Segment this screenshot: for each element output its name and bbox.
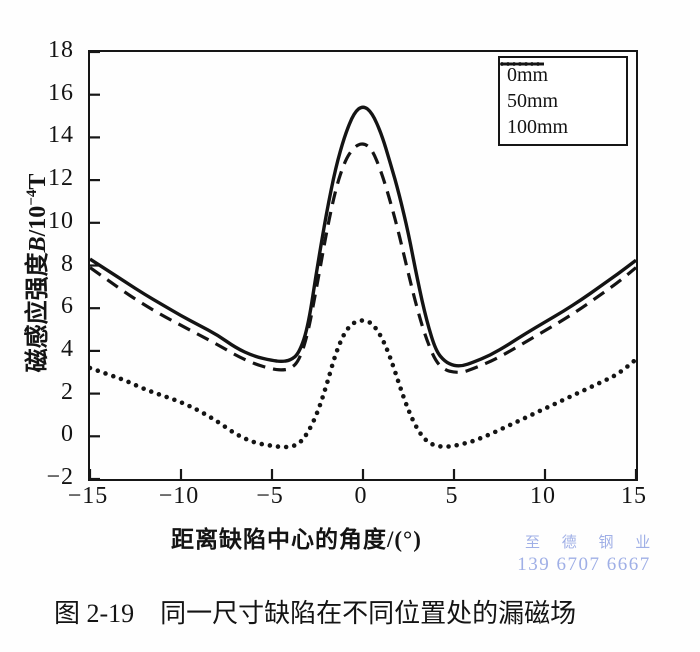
chart-svg <box>90 52 636 479</box>
x-tick-label: −10 <box>158 483 200 509</box>
y-tick-label: 4 <box>61 335 74 362</box>
y-tick-label: 14 <box>48 122 74 149</box>
x-tick-label: 5 <box>445 483 459 509</box>
legend-label: 0mm <box>507 64 549 86</box>
legend: 0mm 50mm 100mm <box>498 56 628 146</box>
x-axis-label: 距离缺陷中心的角度/(°) <box>171 527 422 552</box>
y-tick-label: 0 <box>61 421 74 448</box>
curve-50mm <box>90 142 636 374</box>
y-tick-label: 2 <box>61 378 74 405</box>
y-tick-labels: −2 0 2 4 6 8 10 12 14 16 18 <box>0 37 82 490</box>
y-tick-label: 8 <box>61 250 74 277</box>
x-tick-label: −5 <box>256 483 284 509</box>
x-tick-label: 15 <box>621 483 647 509</box>
caption-number: 图 2-19 <box>54 599 135 628</box>
watermark-company: 至 德 钢 业 <box>525 535 660 551</box>
curve-0mm <box>90 105 636 368</box>
x-tick-label: −15 <box>67 483 109 509</box>
x-tick-labels: −15 −10 −5 0 5 10 15 <box>68 481 646 513</box>
y-tick-label: 10 <box>48 207 74 234</box>
y-tick-label: 6 <box>61 293 74 320</box>
y-tick-label: 16 <box>48 79 74 106</box>
y-tick-label: −2 <box>46 464 74 490</box>
figure-caption: 图 2-19 同一尺寸缺陷在不同位置处的漏磁场 <box>54 593 576 630</box>
watermark-phone: 139 6707 6667 <box>517 554 651 575</box>
y-tick-label: 18 <box>48 37 74 63</box>
legend-swatch-dotted-line <box>500 62 546 66</box>
legend-label: 50mm <box>507 90 559 112</box>
plot-area: 0mm 50mm 100mm <box>88 50 638 481</box>
watermark: 至 德 钢 业 139 6707 6667 <box>516 531 652 576</box>
caption-title: 同一尺寸缺陷在不同位置处的漏磁场 <box>160 599 577 628</box>
y-tick-label: 12 <box>48 165 74 192</box>
legend-label: 100mm <box>507 116 569 138</box>
x-tick-label: 10 <box>530 483 556 509</box>
x-tick-label: 0 <box>354 483 368 509</box>
legend-item-100mm: 100mm <box>500 62 622 139</box>
